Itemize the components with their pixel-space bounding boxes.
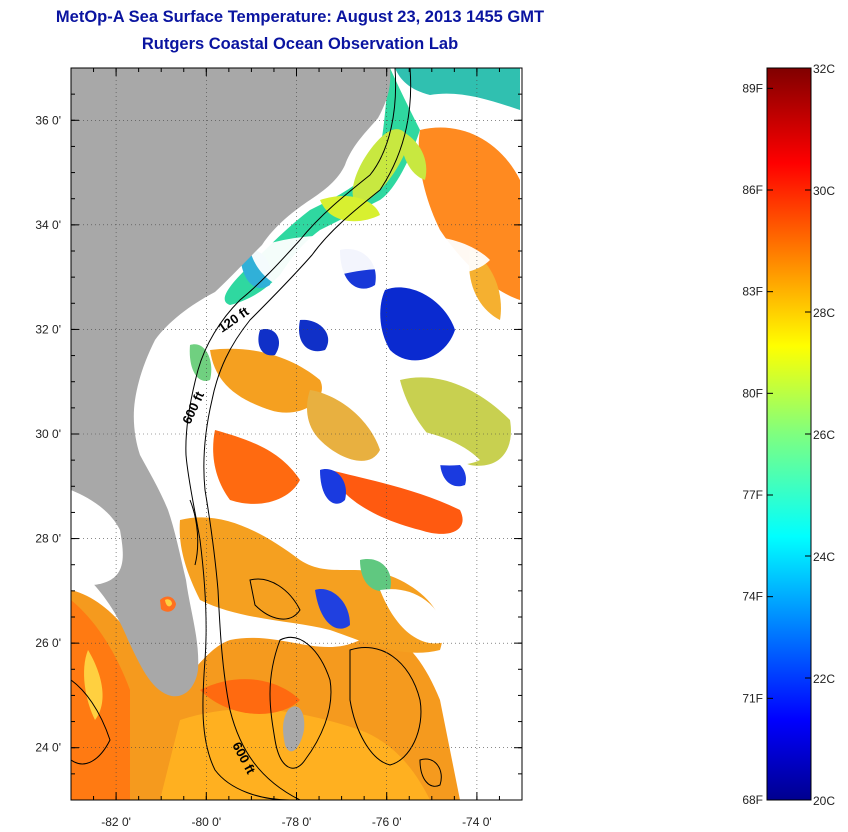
depth-contours (71, 68, 442, 800)
colorbar-celsius-label: 30C (813, 184, 835, 198)
colorbar-fahrenheit-label: 89F (742, 81, 763, 95)
colorbar-celsius-label: 28C (813, 306, 835, 320)
lon-tick-label: -76 0' (372, 815, 402, 829)
map-title: MetOp-A Sea Surface Temperature: August … (55, 8, 545, 26)
colorbar-fahrenheit-label: 71F (742, 691, 763, 705)
lat-tick-label: 32 0' (35, 322, 61, 336)
colorbar-fahrenheit-label: 77F (742, 488, 763, 502)
colorbar-fahrenheit-label: 74F (742, 590, 763, 604)
lat-tick-label: 34 0' (35, 218, 61, 232)
colorbar-celsius-label: 22C (813, 672, 835, 686)
colorbar-fahrenheit-label: 68F (742, 793, 763, 807)
lon-tick-label: -82 0' (101, 815, 131, 829)
lat-tick-label: 28 0' (35, 532, 61, 546)
colorbar-fahrenheit-label: 80F (742, 386, 763, 400)
colorbar-gradient (766, 67, 812, 801)
lat-tick-label: 30 0' (35, 427, 61, 441)
lon-tick-label: -80 0' (191, 815, 221, 829)
longitude-tick-labels: -82 0' -80 0' -78 0' -76 0' -74 0' (101, 815, 491, 829)
colorbar-celsius-label: 32C (813, 62, 835, 76)
colorbar-celsius-label: 24C (813, 550, 835, 564)
map-subtitle: Rutgers Coastal Ocean Observation Lab (141, 35, 459, 53)
colorbar-celsius-label: 20C (813, 794, 835, 808)
lat-tick-label: 26 0' (35, 636, 61, 650)
bahamas-landmass (283, 706, 305, 752)
sst-field (71, 68, 522, 800)
latitude-tick-labels: 24 0' 26 0' 28 0' 30 0' 32 0' 34 0' 36 0' (35, 113, 61, 754)
landmass-southeast-us (71, 68, 391, 697)
colorbar: 32C 30C 28C 26C 24C 22C 20C 89F 86F 83F 80F 77F 74F… (742, 62, 835, 808)
colorbar-celsius-label: 26C (813, 428, 835, 442)
lat-tick-label: 36 0' (35, 113, 61, 127)
lon-tick-label: -74 0' (462, 815, 492, 829)
colorbar-fahrenheit-label: 83F (742, 285, 763, 299)
map-tick-marks (70, 67, 523, 801)
lat-tick-label: 24 0' (35, 741, 61, 755)
colorbar-fahrenheit-label: 86F (742, 183, 763, 197)
lon-tick-label: -78 0' (282, 815, 312, 829)
